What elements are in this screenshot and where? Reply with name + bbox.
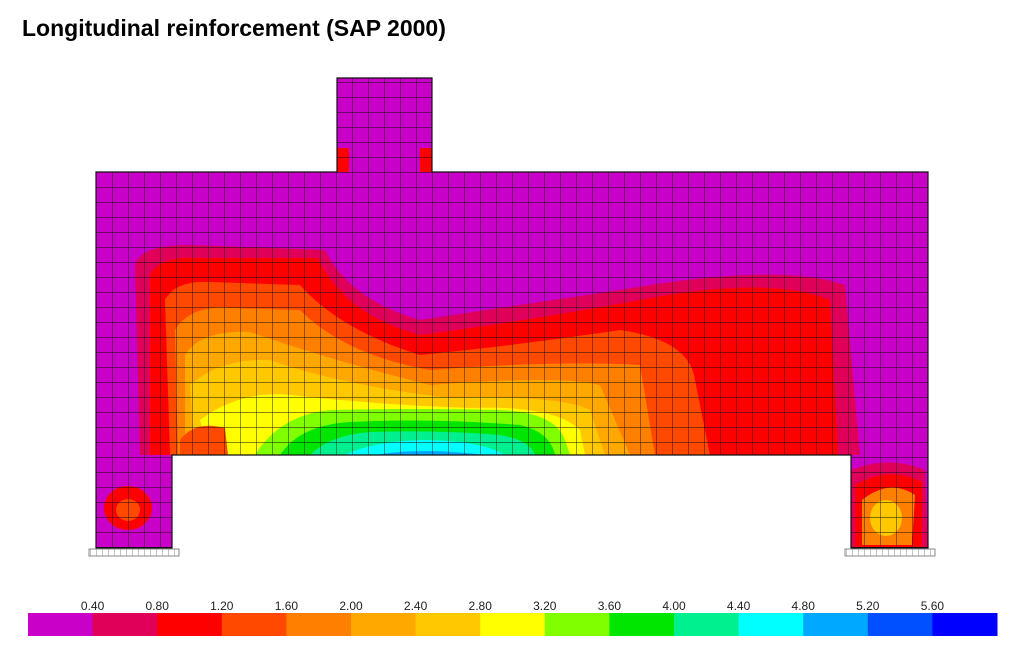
support: [88, 548, 180, 557]
legend-swatch: [28, 613, 94, 636]
legend-swatch: [609, 613, 675, 636]
legend-swatch: [674, 613, 740, 636]
support: [844, 548, 936, 557]
legend-swatch: [480, 613, 546, 636]
legend-swatch: [415, 613, 481, 636]
legend-swatch: [932, 613, 998, 636]
legend-label: 5.20: [856, 599, 880, 613]
legend-swatch: [867, 613, 933, 636]
legend-label: 4.00: [662, 599, 686, 613]
outline: [95, 77, 929, 549]
legend-swatch: [803, 613, 869, 636]
legend-swatch: [738, 613, 804, 636]
legend-swatch: [92, 613, 158, 636]
legend-swatch: [221, 613, 287, 636]
legend-label: 1.20: [210, 599, 234, 613]
legend-label: 5.60: [921, 599, 945, 613]
legend-label: 0.40: [81, 599, 105, 613]
title: Longitudinal reinforcement (SAP 2000): [22, 15, 446, 41]
legend-swatch: [351, 613, 417, 636]
legend-swatch: [157, 613, 223, 636]
legend-label: 4.80: [792, 599, 816, 613]
legend-label: 1.60: [275, 599, 299, 613]
mesh: [96, 78, 928, 548]
legend-label: 2.00: [339, 599, 363, 613]
legend-label: 2.40: [404, 599, 428, 613]
structure: [96, 78, 928, 548]
legend-swatch: [544, 613, 610, 636]
legend-label: 3.60: [598, 599, 622, 613]
legend: 0.40 0.80 1.20 1.60 2.00 2.40 2.80 3.20 3.60 4.00…: [28, 599, 998, 636]
legend-swatch: [286, 613, 352, 636]
legend-label: 3.20: [533, 599, 557, 613]
legend-label: 4.40: [727, 599, 751, 613]
legend-label: 0.80: [146, 599, 170, 613]
legend-label: 2.80: [469, 599, 493, 613]
